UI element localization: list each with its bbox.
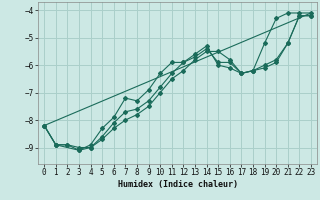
X-axis label: Humidex (Indice chaleur): Humidex (Indice chaleur)	[118, 180, 238, 189]
